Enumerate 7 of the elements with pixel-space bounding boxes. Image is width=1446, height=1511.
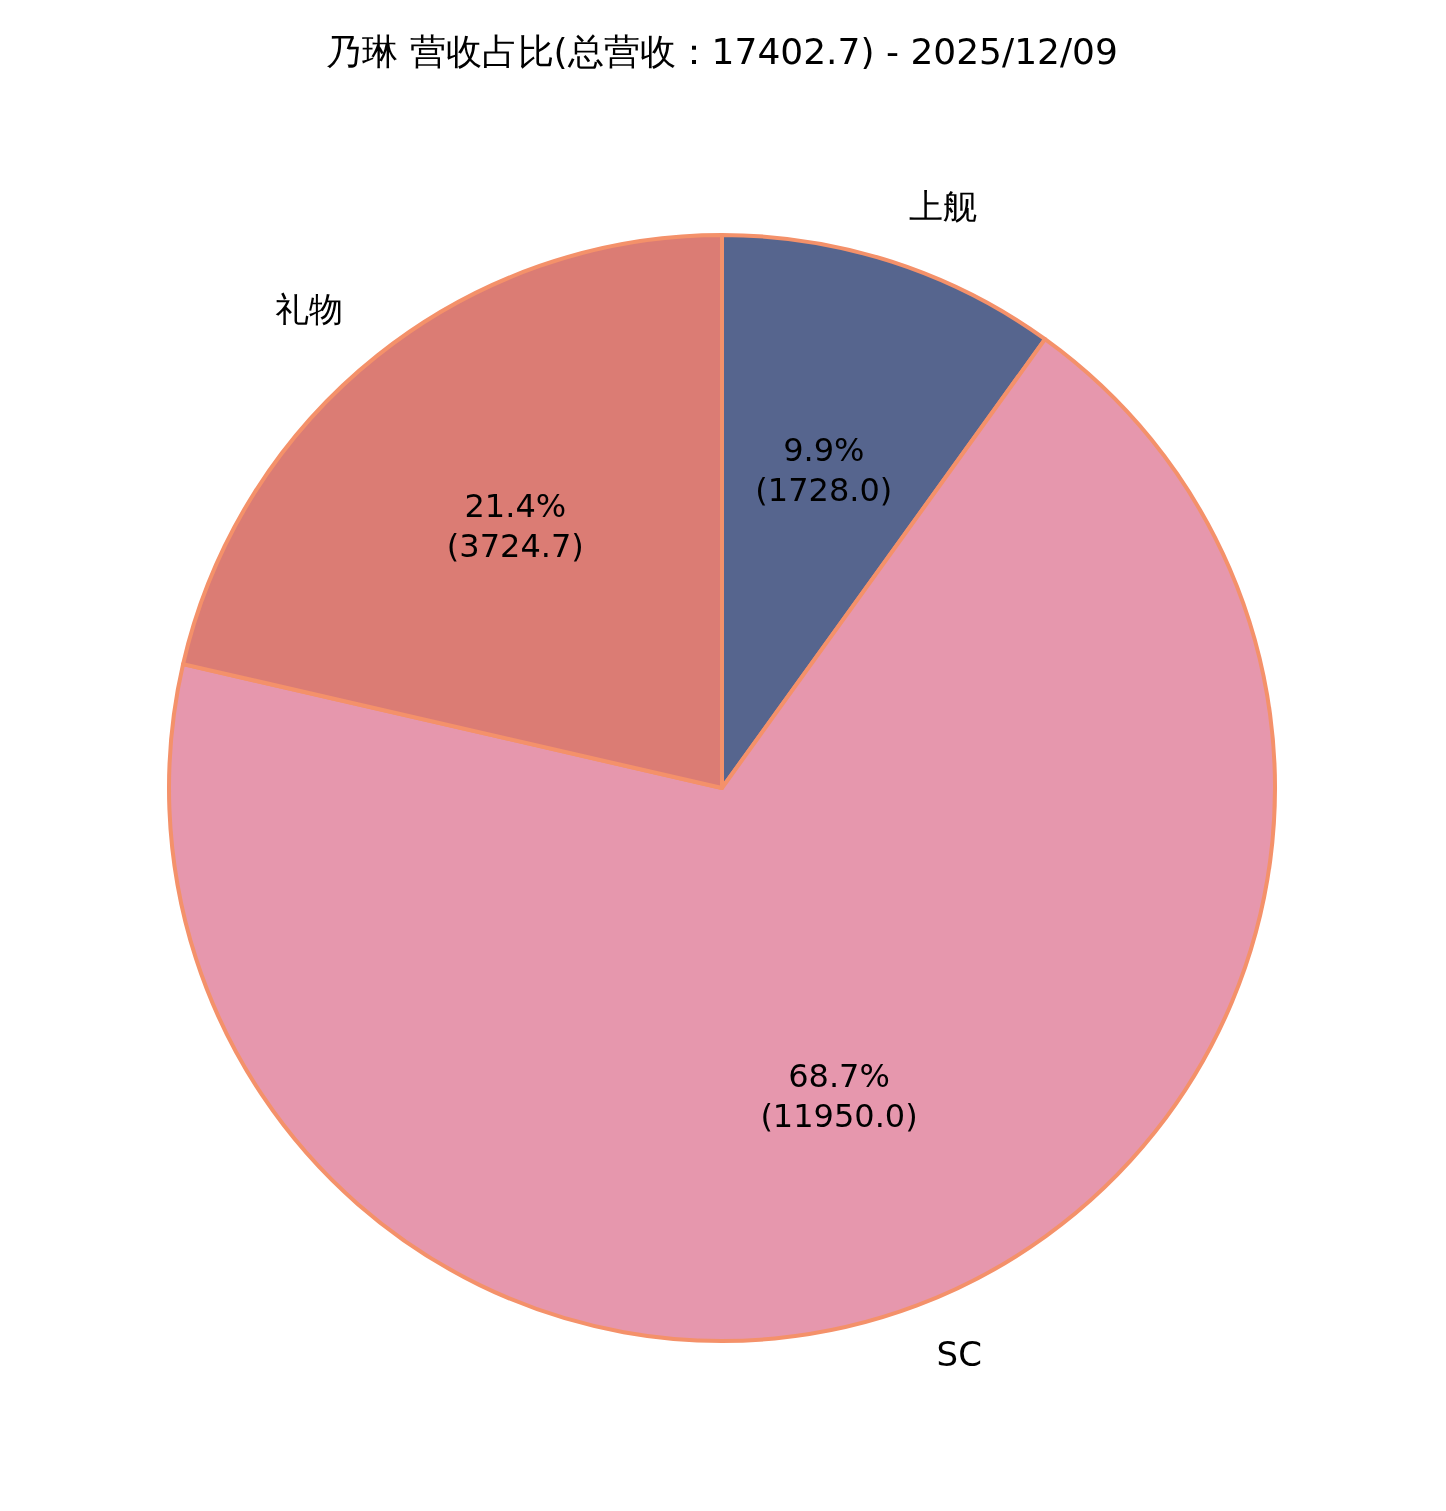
slice-label: SC (936, 1334, 982, 1375)
data-label: 9.9% (1728.0) (755, 430, 893, 509)
data-label: 68.7% (11950.0) (760, 1056, 918, 1135)
slice-label: 上舰 (908, 185, 977, 226)
slice-label: 礼物 (275, 288, 344, 329)
chart-title: 乃琳 营收占比(总营收：17402.7) - 2025/12/09 (326, 31, 1118, 73)
data-label: 21.4% (3724.7) (446, 486, 584, 565)
